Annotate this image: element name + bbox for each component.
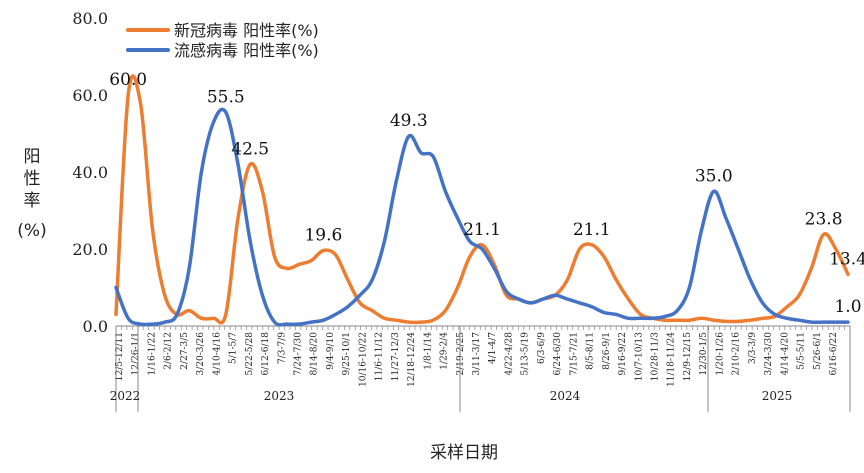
- x-tick-label: 8/14-8/20: [310, 332, 320, 376]
- x-axis-label: 采样日期: [430, 443, 498, 463]
- data-label: 13.4: [829, 249, 864, 269]
- x-tick-label: 8/5-8/11: [586, 332, 596, 370]
- x-tick-label: 12/30-1/5: [699, 332, 709, 376]
- legend-entry: 流感病毒 阳性率(%): [174, 41, 319, 60]
- year-label: 2022: [110, 389, 141, 403]
- x-tick-label: 11/27-12/3: [391, 332, 401, 381]
- x-tick-label: 10/28-11/3: [651, 332, 661, 381]
- y-tick-label: 60.0: [72, 86, 108, 105]
- x-tick-label: 2/10-2/16: [732, 332, 742, 376]
- x-tick-label: 6/16-6/22: [829, 332, 839, 375]
- x-tick-label: 4/10-4/16: [212, 332, 222, 376]
- series-line-0: [114, 74, 850, 325]
- x-tick-label: 5/5-5/11: [797, 332, 807, 370]
- year-label: 2023: [264, 389, 295, 403]
- x-tick-label: 1/29-2/4: [440, 332, 450, 370]
- x-tick-label: 4/14-4/20: [780, 332, 790, 376]
- x-tick-label: 3/3-3/9: [748, 332, 758, 364]
- data-label: 21.1: [463, 220, 501, 240]
- x-tick-label: 5/1-5/7: [229, 332, 239, 364]
- y-tick-label: 80.0: [72, 9, 108, 28]
- x-tick-label: 5/26-6/1: [813, 332, 823, 370]
- x-tick-label: 11/6-11/12: [375, 332, 385, 381]
- y-tick-label: 0.0: [83, 317, 108, 336]
- x-tick-label: 12/18-12/24: [407, 332, 417, 387]
- x-tick-label: 5/13-5/19: [521, 332, 531, 376]
- data-label: 60.0: [109, 70, 147, 90]
- x-tick-label: 2/19-2/25: [456, 332, 466, 376]
- x-tick-label: 7/3-7/9: [277, 332, 287, 364]
- x-tick-label: 12/5-12/11: [115, 332, 125, 381]
- x-tick-label: 12/9-12/15: [683, 332, 693, 381]
- x-tick-label: 6/24-6/30: [553, 332, 563, 376]
- x-tick-label: 3/11-3/17: [472, 332, 482, 376]
- y-tick-label: 40.0: [72, 163, 108, 182]
- y-axis: 0.0 20.0 40.0 60.0 80.0: [72, 9, 108, 336]
- x-tick-label: 5/22-5/28: [245, 332, 255, 376]
- x-tick-label: 8/26-9/1: [602, 332, 612, 370]
- year-label: 2025: [762, 389, 793, 403]
- data-label: 55.5: [207, 87, 245, 107]
- x-tick-label: 9/25-10/1: [342, 332, 352, 375]
- point-labels: 60.0 42.5 19.6 21.1 21.1 23.8 13.4 55.5 49.3 35.0…: [109, 70, 864, 317]
- x-tick-label: 3/20-3/26: [196, 332, 206, 376]
- x-tick-label: 3/24-3/30: [764, 332, 774, 376]
- x-tick-label: 2/27-3/5: [180, 332, 190, 370]
- x-tick-label: 7/15-7/21: [569, 332, 579, 375]
- x-tick-label: 2/6-2/12: [164, 332, 174, 370]
- y-tick-label: 20.0: [72, 240, 108, 259]
- series-line-1: [114, 107, 850, 327]
- x-tick-label: 6/3-6/9: [537, 332, 547, 364]
- x-tick-label: 11/18-11/24: [667, 332, 677, 387]
- x-tick-label: 10/16-10/22: [358, 332, 368, 387]
- series-layer: [114, 74, 850, 327]
- x-axis: 12/5-12/11 12/26-1/1 1/16-1/22 2/6-2/12 2/27…: [110, 325, 851, 412]
- x-tick-label: 1/20-1/26: [715, 332, 725, 376]
- x-tick-label: 4/22-4/28: [504, 332, 514, 376]
- x-tick-label: 12/26-1/1: [131, 332, 141, 375]
- x-tick-label: 7/24-7/30: [294, 332, 304, 376]
- year-label: 2024: [550, 389, 581, 403]
- data-label: 42.5: [231, 139, 269, 159]
- data-label: 23.8: [805, 209, 843, 229]
- data-label: 35.0: [695, 166, 733, 186]
- data-label: 19.6: [304, 226, 342, 246]
- x-tick-label: 1/8-1/14: [423, 332, 433, 370]
- x-tick-label: 9/16-9/22: [618, 332, 628, 375]
- y-axis-label: 阳性率(%): [17, 147, 46, 241]
- x-tick-label: 6/12-6/18: [261, 332, 271, 376]
- x-tick-label: 9/4-9/10: [326, 332, 336, 370]
- legend: 新冠病毒 阳性率(%)流感病毒 阳性率(%): [126, 21, 319, 60]
- x-tick-label: 10/7-10/13: [634, 332, 644, 381]
- x-tick-label: 4/1-4/7: [488, 332, 498, 364]
- data-label: 49.3: [390, 111, 428, 131]
- data-label: 1.0: [834, 297, 861, 317]
- x-tick-label: 1/16-1/22: [147, 332, 157, 375]
- legend-entry: 新冠病毒 阳性率(%): [174, 21, 319, 40]
- data-label: 21.1: [573, 220, 611, 240]
